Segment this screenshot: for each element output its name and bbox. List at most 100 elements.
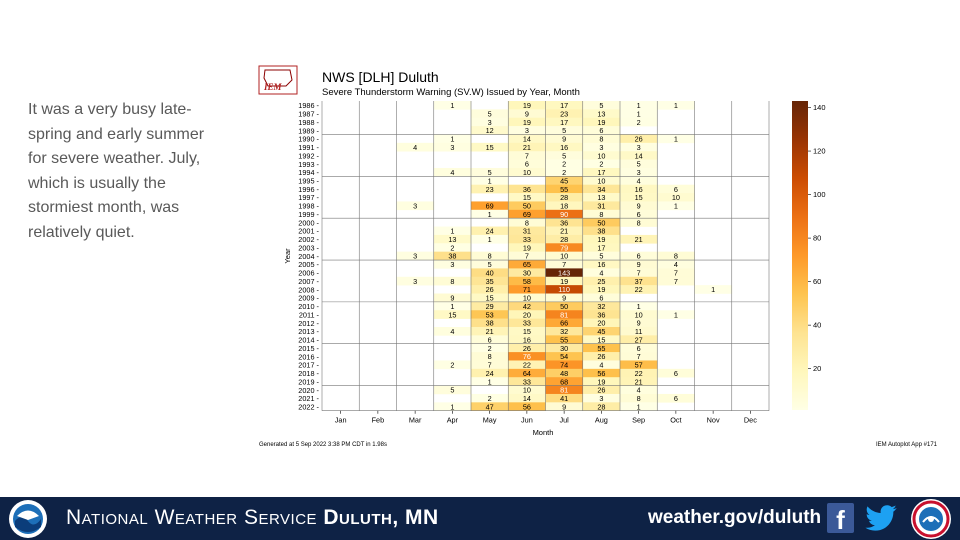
year-tick-label: 2020 - — [298, 386, 319, 395]
year-tick-label: 2006 - — [298, 269, 319, 278]
cell-value-label: 69 — [523, 210, 531, 219]
cell-value-label: 55 — [560, 185, 568, 194]
heatmap-cell — [433, 360, 472, 370]
heatmap-cell — [545, 201, 584, 211]
year-tick-label: 2002 - — [298, 235, 319, 244]
cell-value-label: 21 — [560, 227, 568, 236]
heatmap-cell — [620, 159, 658, 169]
heatmap-cell — [620, 343, 658, 353]
heatmap-cell — [508, 368, 546, 378]
heatmap-cell — [545, 385, 584, 395]
heatmap-cell — [582, 193, 621, 202]
cell-value-label: 18 — [560, 202, 568, 211]
heatmap-cell — [508, 293, 546, 303]
heatmap-cell — [582, 285, 621, 294]
cell-value-label: 2 — [599, 160, 603, 169]
cell-value-label: 19 — [560, 277, 568, 286]
cell-value-label: 10 — [560, 252, 568, 261]
heatmap-cell — [657, 310, 695, 319]
cell-value-label: 90 — [560, 210, 568, 219]
colorbar-tick-label: 120 — [813, 147, 826, 156]
heatmap-cell — [545, 134, 584, 144]
heatmap-cell — [545, 377, 584, 386]
heatmap-cell — [657, 276, 695, 286]
cell-value-label: 14 — [523, 135, 531, 144]
heatmap-cell — [582, 126, 621, 135]
heatmap-cell — [620, 151, 658, 160]
month-tick-label: Dec — [744, 416, 757, 425]
heatmap-cell — [545, 167, 584, 177]
heatmap-cell — [471, 360, 509, 370]
cell-value-label: 9 — [562, 294, 566, 303]
heatmap-cell — [471, 109, 509, 119]
cell-value-label: 5 — [637, 160, 641, 169]
heatmap-cell — [433, 301, 472, 311]
cell-value-label: 3 — [637, 168, 641, 177]
heatmap-cell — [545, 318, 584, 328]
heatmap-cell — [620, 352, 658, 361]
cell-value-label: 14 — [523, 394, 531, 403]
cell-value-label: 110 — [558, 285, 570, 294]
cell-value-label: 4 — [674, 260, 678, 269]
cell-value-label: 21 — [523, 143, 531, 152]
heatmap-cell — [582, 201, 621, 211]
cell-value-label: 36 — [523, 185, 531, 194]
footer-office: Duluth, MN — [323, 506, 439, 529]
month-tick-label: Aug — [595, 416, 608, 425]
heatmap-cell — [545, 226, 584, 236]
cell-value-label: 14 — [635, 151, 643, 160]
month-tick-label: Jun — [521, 416, 533, 425]
cell-value-label: 15 — [486, 294, 494, 303]
heatmap-cell — [582, 167, 621, 177]
cell-value-label: 12 — [486, 126, 494, 135]
year-tick-label: 1990 - — [298, 135, 319, 144]
heatmap-cell — [396, 142, 435, 152]
cell-value-label: 2 — [562, 168, 566, 177]
cell-value-label: 1 — [488, 176, 492, 185]
twitter-icon[interactable] — [864, 501, 898, 535]
facebook-icon[interactable]: f — [827, 503, 854, 535]
heatmap-cell — [471, 142, 509, 152]
chart-subtitle: Severe Thunderstorm Warning (SV.W) Issue… — [322, 87, 580, 98]
generated-note: Generated at 5 Sep 2022 3:38 PM CDT in 1… — [259, 442, 387, 448]
heatmap-cell — [508, 276, 546, 286]
cell-value-label: 21 — [635, 235, 643, 244]
heatmap-cell — [508, 184, 546, 194]
x-axis-label: Month — [533, 428, 554, 437]
footer-url[interactable]: weather.gov/duluth — [648, 507, 822, 528]
heatmap-cell — [582, 318, 621, 328]
cell-value-label: 1 — [450, 101, 454, 110]
cell-value-label: 1 — [450, 402, 454, 411]
year-tick-label: 1988 - — [298, 118, 319, 127]
heatmap-cell — [471, 268, 509, 278]
cell-value-label: 19 — [597, 235, 605, 244]
heatmap-cell — [545, 343, 584, 353]
heatmap-cell — [582, 151, 621, 160]
colorbar-tick-label: 20 — [813, 364, 821, 373]
heatmap-cell — [582, 101, 621, 110]
colorbar-tick-label: 100 — [813, 190, 826, 199]
heatmap-cell — [620, 218, 658, 227]
cell-value-label: 33 — [523, 377, 531, 386]
heatmap-cell — [545, 142, 584, 152]
heatmap-cell — [471, 201, 509, 211]
heatmap-cell — [433, 276, 472, 286]
heatmap-cell — [620, 142, 658, 152]
heatmap-cell — [471, 167, 509, 177]
heatmap-cell — [508, 243, 546, 252]
cell-value-label: 1 — [711, 285, 715, 294]
cell-value-label: 4 — [450, 168, 454, 177]
cell-value-label: 24 — [486, 227, 494, 236]
cell-value-label: 36 — [597, 310, 605, 319]
cell-value-label: 17 — [560, 118, 568, 127]
heatmap-cell — [508, 310, 546, 319]
heatmap-cell — [471, 318, 509, 328]
cell-value-label: 6 — [488, 335, 492, 344]
cell-value-label: 6 — [637, 210, 641, 219]
grid-lines — [321, 101, 770, 411]
cell-value-label: 1 — [450, 302, 454, 311]
heatmap-cell — [396, 251, 435, 261]
cell-value-label: 1 — [674, 202, 678, 211]
cell-value-label: 31 — [597, 202, 605, 211]
heatmap-cell — [545, 159, 584, 169]
